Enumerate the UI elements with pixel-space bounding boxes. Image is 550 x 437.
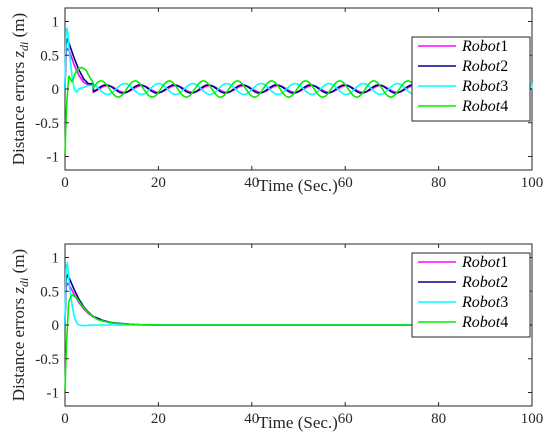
y-axis-label-bottom: Distance errors zdi (m): [9, 249, 31, 401]
y-tick-label: 1: [52, 15, 60, 31]
x-axis-label-bottom: Time (Sec.): [258, 413, 338, 432]
y-axis-label-unit: (m): [9, 249, 28, 278]
x-tick-label: 0: [61, 175, 69, 191]
y-ticks-bottom: -1 -0.5 0 0.5 1: [35, 251, 532, 402]
y-tick-label: -0.5: [35, 116, 59, 132]
legend-label-robot1: Robot1: [461, 254, 508, 271]
y-ticks-top: -1 -0.5 0 0.5 1: [35, 15, 532, 166]
x-tick-label: 60: [338, 175, 353, 191]
y-axis-label-top: Distance errors zdi (m): [9, 13, 31, 165]
y-axis-label-sym: z: [9, 287, 28, 295]
legend-bottom: Robot1 Robot2 Robot3 Robot4: [411, 252, 531, 338]
y-tick-label: 0.5: [40, 48, 59, 64]
subplot-top: 0 20 40 60 80 100 -1 -0.5 0 0.5 1 Time (Sec.) Dis…: [9, 7, 543, 195]
x-ticks-bottom: 0 20 40 60 80 100: [61, 244, 543, 427]
legend-label-robot1: Robot1: [461, 38, 508, 55]
legend-box-top: [411, 36, 531, 122]
y-tick-label: 0: [52, 318, 60, 334]
x-axis-label-top: Time (Sec.): [258, 176, 338, 195]
y-axis-label-sym: z: [9, 51, 28, 59]
legend-label-robot2: Robot2: [461, 274, 508, 291]
legend-top: Robot1 Robot2 Robot3 Robot4: [411, 36, 531, 122]
subplot-bottom: 0 20 40 60 80 100 -1 -0.5 0 0.5 1 Time (Sec.) Dis…: [9, 243, 543, 432]
y-tick-label: -0.5: [35, 352, 59, 368]
legend-label-robot4: Robot4: [461, 98, 508, 115]
y-tick-label: 1: [52, 251, 60, 267]
x-tick-label: 80: [431, 411, 446, 427]
legend-box-bottom: [411, 252, 531, 338]
x-ticks-top: 0 20 40 60 80 100: [61, 8, 543, 191]
y-axis-label-sub: di: [17, 42, 31, 51]
legend-label-robot3: Robot3: [461, 78, 508, 95]
y-tick-label: 0.5: [40, 284, 59, 300]
y-axis-label-main: Distance errors: [9, 294, 28, 402]
legend-label-robot3: Robot3: [461, 294, 508, 311]
x-tick-label: 60: [338, 411, 353, 427]
y-tick-label: 0: [52, 82, 60, 98]
legend-label-robot4: Robot4: [461, 314, 508, 331]
x-tick-label: 0: [61, 411, 69, 427]
x-tick-label: 40: [244, 175, 259, 191]
x-tick-label: 100: [521, 175, 544, 191]
y-axis-label-sub: di: [17, 278, 31, 287]
x-tick-label: 20: [151, 175, 166, 191]
y-tick-label: -1: [47, 386, 60, 402]
y-axis-label-main: Distance errors: [9, 58, 28, 166]
x-tick-label: 20: [151, 411, 166, 427]
y-tick-label: -1: [47, 150, 60, 166]
y-axis-label-unit: (m): [9, 13, 28, 42]
x-tick-label: 80: [431, 175, 446, 191]
x-tick-label: 40: [244, 411, 259, 427]
legend-label-robot2: Robot2: [461, 58, 508, 75]
x-tick-label: 100: [521, 411, 544, 427]
